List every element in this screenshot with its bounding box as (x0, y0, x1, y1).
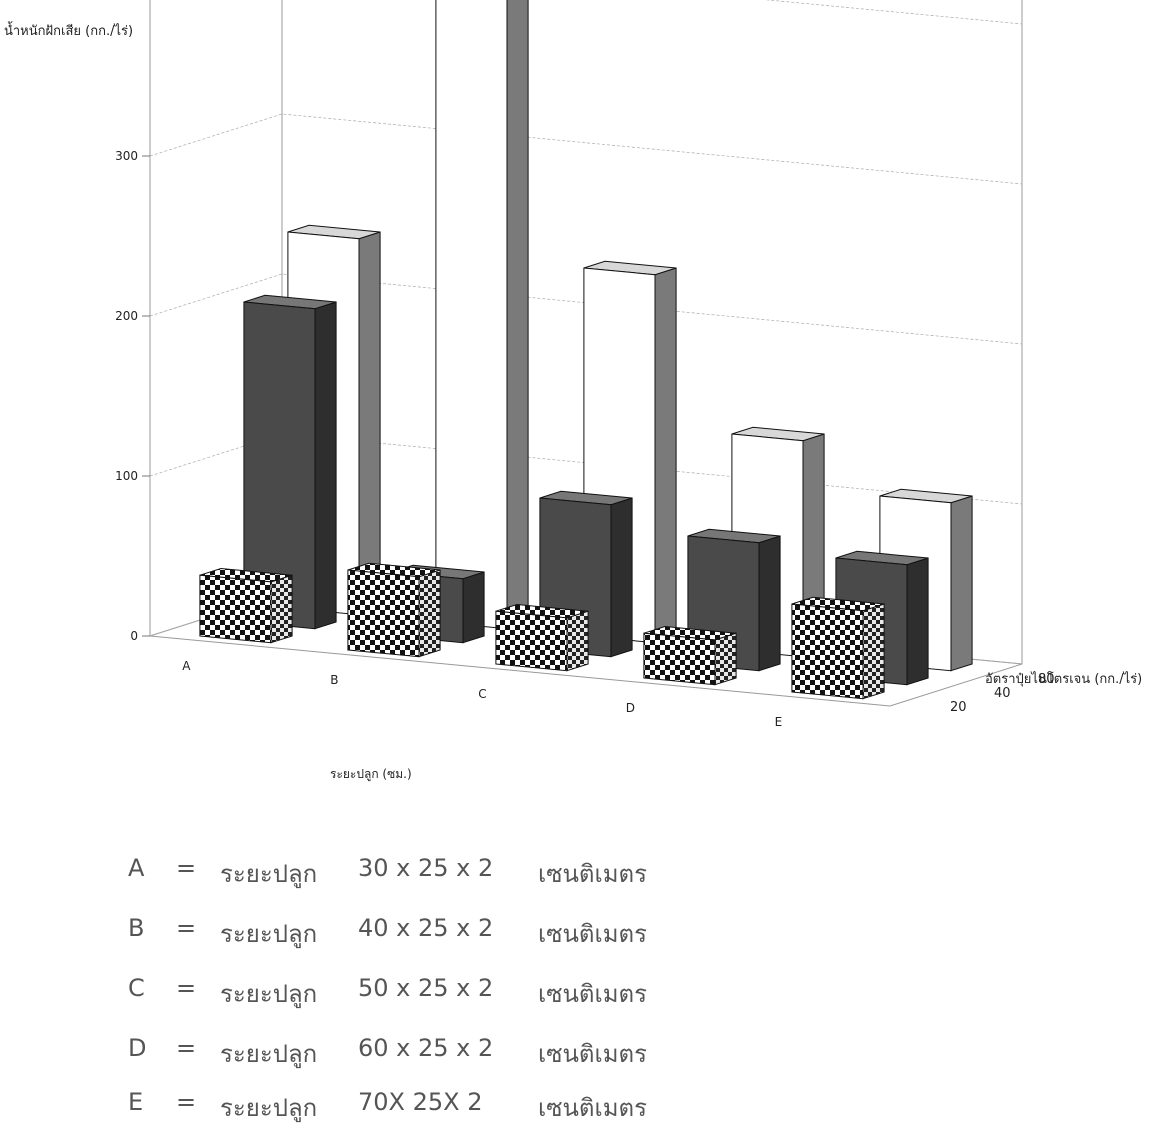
bar-side (314, 301, 337, 630)
depth-label-20: 20 (950, 700, 967, 715)
gridline (149, 433, 1023, 505)
bar-side (714, 632, 737, 686)
bar-B-80 (435, 0, 529, 630)
legend-size: 30 x 25 x 2 (358, 854, 494, 882)
y-tick-label: 400 (115, 0, 138, 3)
depth-label-40: 40 (994, 686, 1011, 701)
y-tick-label: 200 (115, 309, 138, 323)
z-axis-title: อัตราปุ๋ยไนโตรเจน (กก./ไร่) (985, 671, 1142, 687)
bar-side (906, 557, 929, 686)
legend-equals: = (176, 974, 197, 1002)
legend-key: E (128, 1088, 144, 1116)
bar-D-20 (643, 625, 737, 686)
bar-side (506, 0, 529, 630)
legend-unit: เซนติเมตร (538, 860, 647, 888)
bar-front (791, 603, 864, 700)
category-label-a: A (182, 659, 191, 673)
legend-equals: = (176, 1034, 197, 1062)
bar-front (495, 610, 568, 672)
legend-size: 40 x 25 x 2 (358, 914, 494, 942)
legend-key: A (128, 854, 145, 882)
bar-side (358, 231, 381, 616)
category-label-e: E (775, 715, 783, 729)
legend-key: B (128, 914, 145, 942)
legend-unit: เซนติเมตร (538, 980, 647, 1008)
bar-front (435, 0, 508, 630)
bar-B-20 (347, 562, 441, 658)
bar-side (862, 603, 885, 700)
bar-side (654, 267, 677, 644)
legend-equals: = (176, 854, 197, 882)
bar-side (566, 610, 589, 672)
bar-front (199, 574, 272, 644)
y-tick-label: 300 (115, 149, 138, 163)
bar-side (610, 497, 633, 658)
bar-C-20 (495, 603, 589, 672)
legend-size: 50 x 25 x 2 (358, 974, 494, 1002)
bar-side (418, 569, 441, 658)
legend-size: 60 x 25 x 2 (358, 1034, 494, 1062)
legend-label: ระยะปลูก (220, 1094, 318, 1122)
x-axis-title: ระยะปลูก (ซม.) (330, 767, 412, 782)
legend-unit: เซนติเมตร (538, 1040, 647, 1068)
chart-labels: 0100200300400500600ABCDE204080ระยะปลูก (… (115, 0, 1142, 782)
category-label-c: C (478, 687, 486, 701)
gridline (149, 273, 1023, 345)
bar-front (643, 632, 716, 686)
legend-label: ระยะปลูก (220, 920, 318, 948)
chart-bars (199, 0, 973, 700)
legend-equals: = (176, 1088, 197, 1116)
bar-A-40 (243, 294, 337, 630)
legend-key: C (128, 974, 145, 1002)
legend-equals: = (176, 914, 197, 942)
depth-label-80: 80 (1038, 672, 1055, 687)
legend-key: D (128, 1034, 147, 1062)
bar-side (462, 571, 485, 644)
chart-3d-bar: 0100200300400500600ABCDE204080ระยะปลูก (… (115, 0, 1142, 782)
legend-label: ระยะปลูก (220, 980, 318, 1008)
category-label-d: D (626, 701, 635, 715)
legend-label: ระยะปลูก (220, 1040, 318, 1068)
gridline (149, 113, 1023, 185)
y-tick-label: 100 (115, 469, 138, 483)
legend-unit: เซนติเมตร (538, 920, 647, 948)
bar-E-20 (791, 596, 885, 700)
bar-side (950, 495, 973, 672)
legend-unit: เซนติเมตร (538, 1094, 647, 1122)
bar-A-20 (199, 567, 293, 644)
bar-side (758, 535, 781, 672)
y-axis-title: น้ำหนักฝักเสีย (กก./ไร่) (4, 24, 134, 39)
legend-size: 70X 25X 2 (358, 1088, 483, 1116)
bar-front (347, 569, 420, 658)
category-label-b: B (330, 673, 338, 687)
y-tick-label: 0 (130, 629, 138, 643)
legend-label: ระยะปลูก (220, 860, 318, 888)
bar-side (270, 574, 293, 644)
